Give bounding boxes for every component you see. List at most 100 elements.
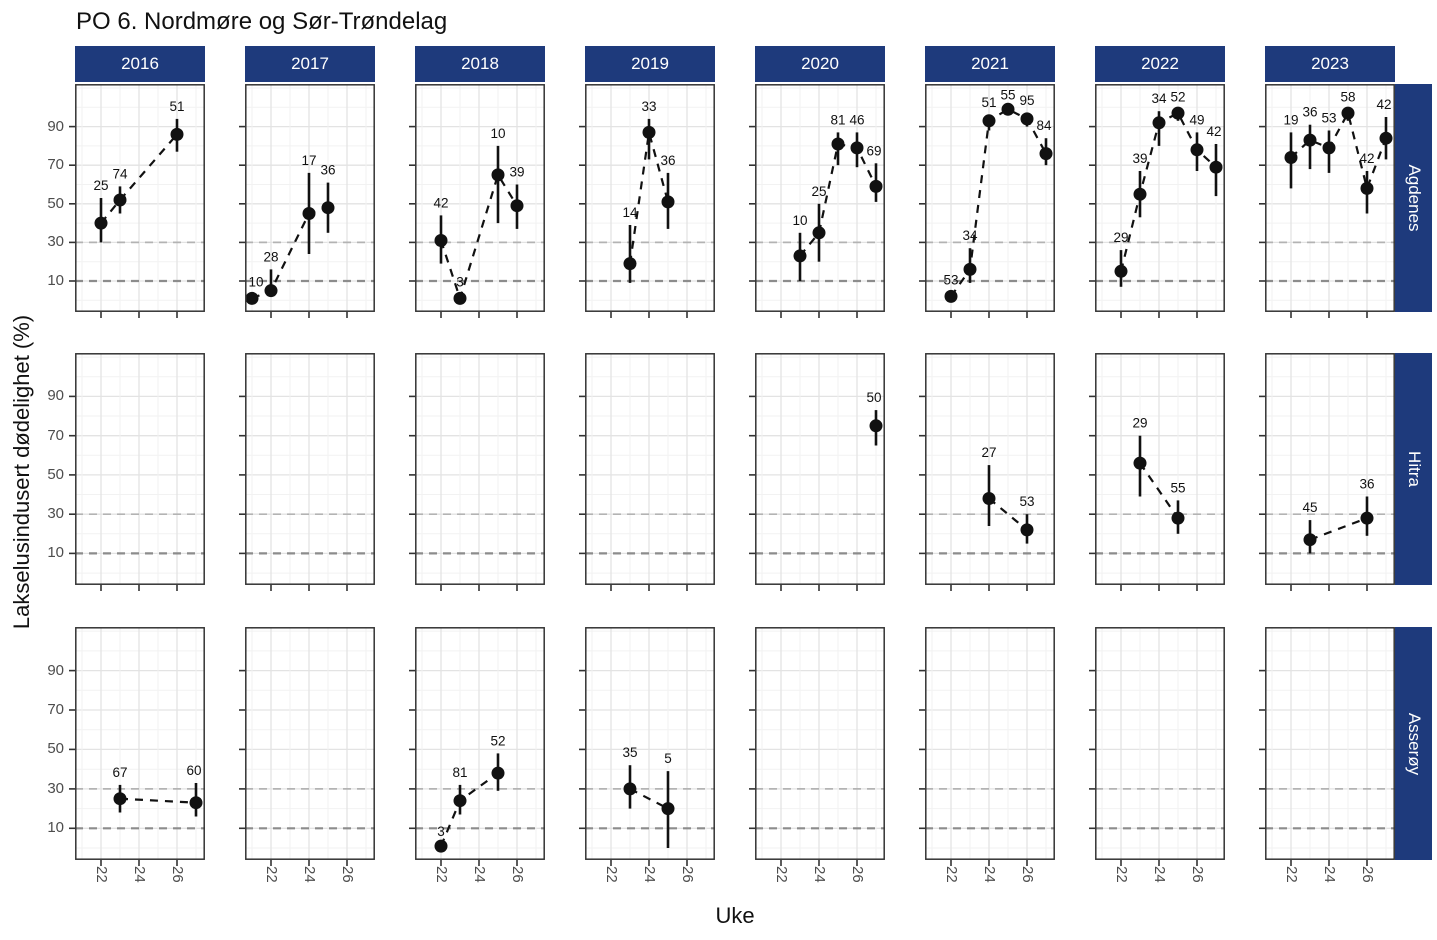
svg-text:25: 25 [811, 184, 826, 199]
facet-strip-year-2019: 2019 [585, 46, 715, 82]
svg-text:3: 3 [437, 824, 445, 839]
svg-text:5: 5 [664, 751, 672, 766]
svg-text:17: 17 [301, 153, 316, 168]
svg-text:28: 28 [263, 249, 278, 264]
facet-panel-Asserøy-2022 [1089, 627, 1225, 866]
y-tick-label: 90 [47, 387, 64, 405]
svg-text:67: 67 [112, 765, 127, 780]
facet-panel-Asserøy-2019: 35 5 [579, 627, 715, 866]
svg-text:42: 42 [433, 195, 448, 210]
svg-text:36: 36 [320, 163, 335, 178]
y-tick-label: 30 [47, 779, 64, 797]
y-tick-label: 70 [47, 426, 64, 444]
svg-text:42: 42 [1359, 151, 1374, 166]
svg-text:45: 45 [1302, 500, 1317, 515]
svg-text:36: 36 [1359, 477, 1374, 492]
y-tick-label: 70 [47, 156, 64, 174]
facet-panel-Asserøy-2017 [239, 627, 375, 866]
svg-text:53: 53 [1019, 494, 1034, 509]
svg-text:10: 10 [490, 126, 505, 141]
svg-text:60: 60 [186, 763, 201, 778]
svg-text:58: 58 [1340, 89, 1355, 104]
facet-panel-Asserøy-2016: 67 60 [69, 627, 205, 866]
facet-strip-year-2017: 2017 [245, 46, 375, 82]
y-tick-label: 50 [47, 194, 64, 212]
chart-title: PO 6. Nordmøre og Sør-Trøndelag [76, 8, 448, 35]
facet-strip-year-2018: 2018 [415, 46, 545, 82]
svg-text:51: 51 [981, 95, 996, 110]
facet-strip-year-2022: 2022 [1095, 46, 1225, 82]
y-tick-label: 30 [47, 505, 64, 523]
facet-strip-year-2021: 2021 [925, 46, 1055, 82]
facet-panel-Agdenes-2019: 14 33 36 [579, 84, 715, 318]
svg-text:51: 51 [169, 99, 184, 114]
facet-panel-Hitra-2021: 27 53 [919, 353, 1055, 591]
svg-text:55: 55 [1170, 480, 1185, 495]
svg-text:53: 53 [943, 273, 958, 288]
facet-panel-Hitra-2020: 50 [749, 353, 885, 591]
svg-text:69: 69 [866, 143, 881, 158]
svg-text:14: 14 [622, 205, 638, 220]
facet-strip-year-2020: 2020 [755, 46, 885, 82]
facet-panel-Hitra-2016 [69, 353, 205, 591]
facet-panel-Agdenes-2023: 19 36 53 58 42 42 [1259, 84, 1395, 318]
y-tick-label: 50 [47, 740, 64, 758]
svg-text:46: 46 [849, 112, 864, 127]
svg-text:39: 39 [1132, 151, 1147, 166]
svg-text:10: 10 [792, 213, 807, 228]
svg-text:95: 95 [1019, 93, 1034, 108]
svg-text:25: 25 [93, 178, 108, 193]
facet-strip-location-Asserøy: Asserøy [1395, 627, 1432, 860]
svg-text:39: 39 [509, 165, 524, 180]
facet-panel-Asserøy-2018: 3 81 52 [409, 627, 545, 866]
svg-text:81: 81 [452, 765, 467, 780]
svg-text:19: 19 [1283, 112, 1298, 127]
facet-panel-Hitra-2023: 45 36 [1259, 353, 1395, 591]
y-tick-label: 70 [47, 701, 64, 718]
svg-text:33: 33 [641, 99, 656, 114]
x-axis-title: Uke [715, 903, 755, 928]
svg-text:52: 52 [1170, 89, 1185, 104]
svg-text:29: 29 [1113, 230, 1128, 245]
svg-text:53: 53 [1321, 111, 1336, 126]
facet-strip-location-Agdenes: Agdenes [1395, 84, 1432, 312]
svg-text:35: 35 [622, 745, 637, 760]
y-tick-label: 10 [47, 544, 64, 562]
facet-panel-Asserøy-2021 [919, 627, 1055, 866]
facet-panel-Asserøy-2020 [749, 627, 885, 866]
svg-text:74: 74 [112, 166, 128, 181]
svg-text:36: 36 [660, 153, 675, 168]
facet-strip-year-2016: 2016 [75, 46, 205, 82]
facet-panel-Hitra-2018 [409, 353, 545, 591]
y-tick-label: 30 [47, 233, 64, 251]
svg-text:42: 42 [1206, 124, 1221, 139]
svg-text:49: 49 [1189, 112, 1204, 127]
facet-panel-Asserøy-2023 [1259, 627, 1395, 866]
facet-panel-Hitra-2019 [579, 353, 715, 591]
y-tick-label: 10 [47, 271, 64, 289]
y-axis-title-text: Lakselusindusert dødelighet (%) [9, 314, 34, 630]
svg-text:52: 52 [490, 733, 505, 748]
facet-panel-Hitra-2022: 29 55 [1089, 353, 1225, 591]
facet-panel-Agdenes-2022: 29 39 34 52 49 42 [1089, 84, 1225, 318]
facet-panel-Agdenes-2017: 10 28 17 36 [239, 84, 375, 318]
svg-text:36: 36 [1302, 105, 1317, 120]
facet-strip-year-2023: 2023 [1265, 46, 1395, 82]
svg-text:10: 10 [248, 275, 263, 290]
facet-panel-Agdenes-2018: 42 3 10 39 [409, 84, 545, 318]
svg-text:50: 50 [866, 390, 881, 405]
svg-text:42: 42 [1376, 97, 1391, 112]
svg-text:84: 84 [1036, 118, 1052, 133]
y-tick-label: 90 [47, 117, 64, 135]
facet-panel-Agdenes-2021: 53 34 51 55 95 84 [919, 84, 1055, 318]
svg-text:3: 3 [456, 275, 464, 290]
y-tick-label: 10 [47, 819, 64, 837]
y-tick-label: 50 [47, 465, 64, 483]
facet-panel-Agdenes-2016: 25 74 51 [69, 84, 205, 318]
facet-panel-Agdenes-2020: 10 25 81 46 69 [749, 84, 885, 318]
svg-text:34: 34 [962, 228, 978, 243]
y-tick-label: 90 [47, 661, 64, 679]
facet-strip-location-Hitra: Hitra [1395, 353, 1432, 585]
facet-panel-Hitra-2017 [239, 353, 375, 591]
